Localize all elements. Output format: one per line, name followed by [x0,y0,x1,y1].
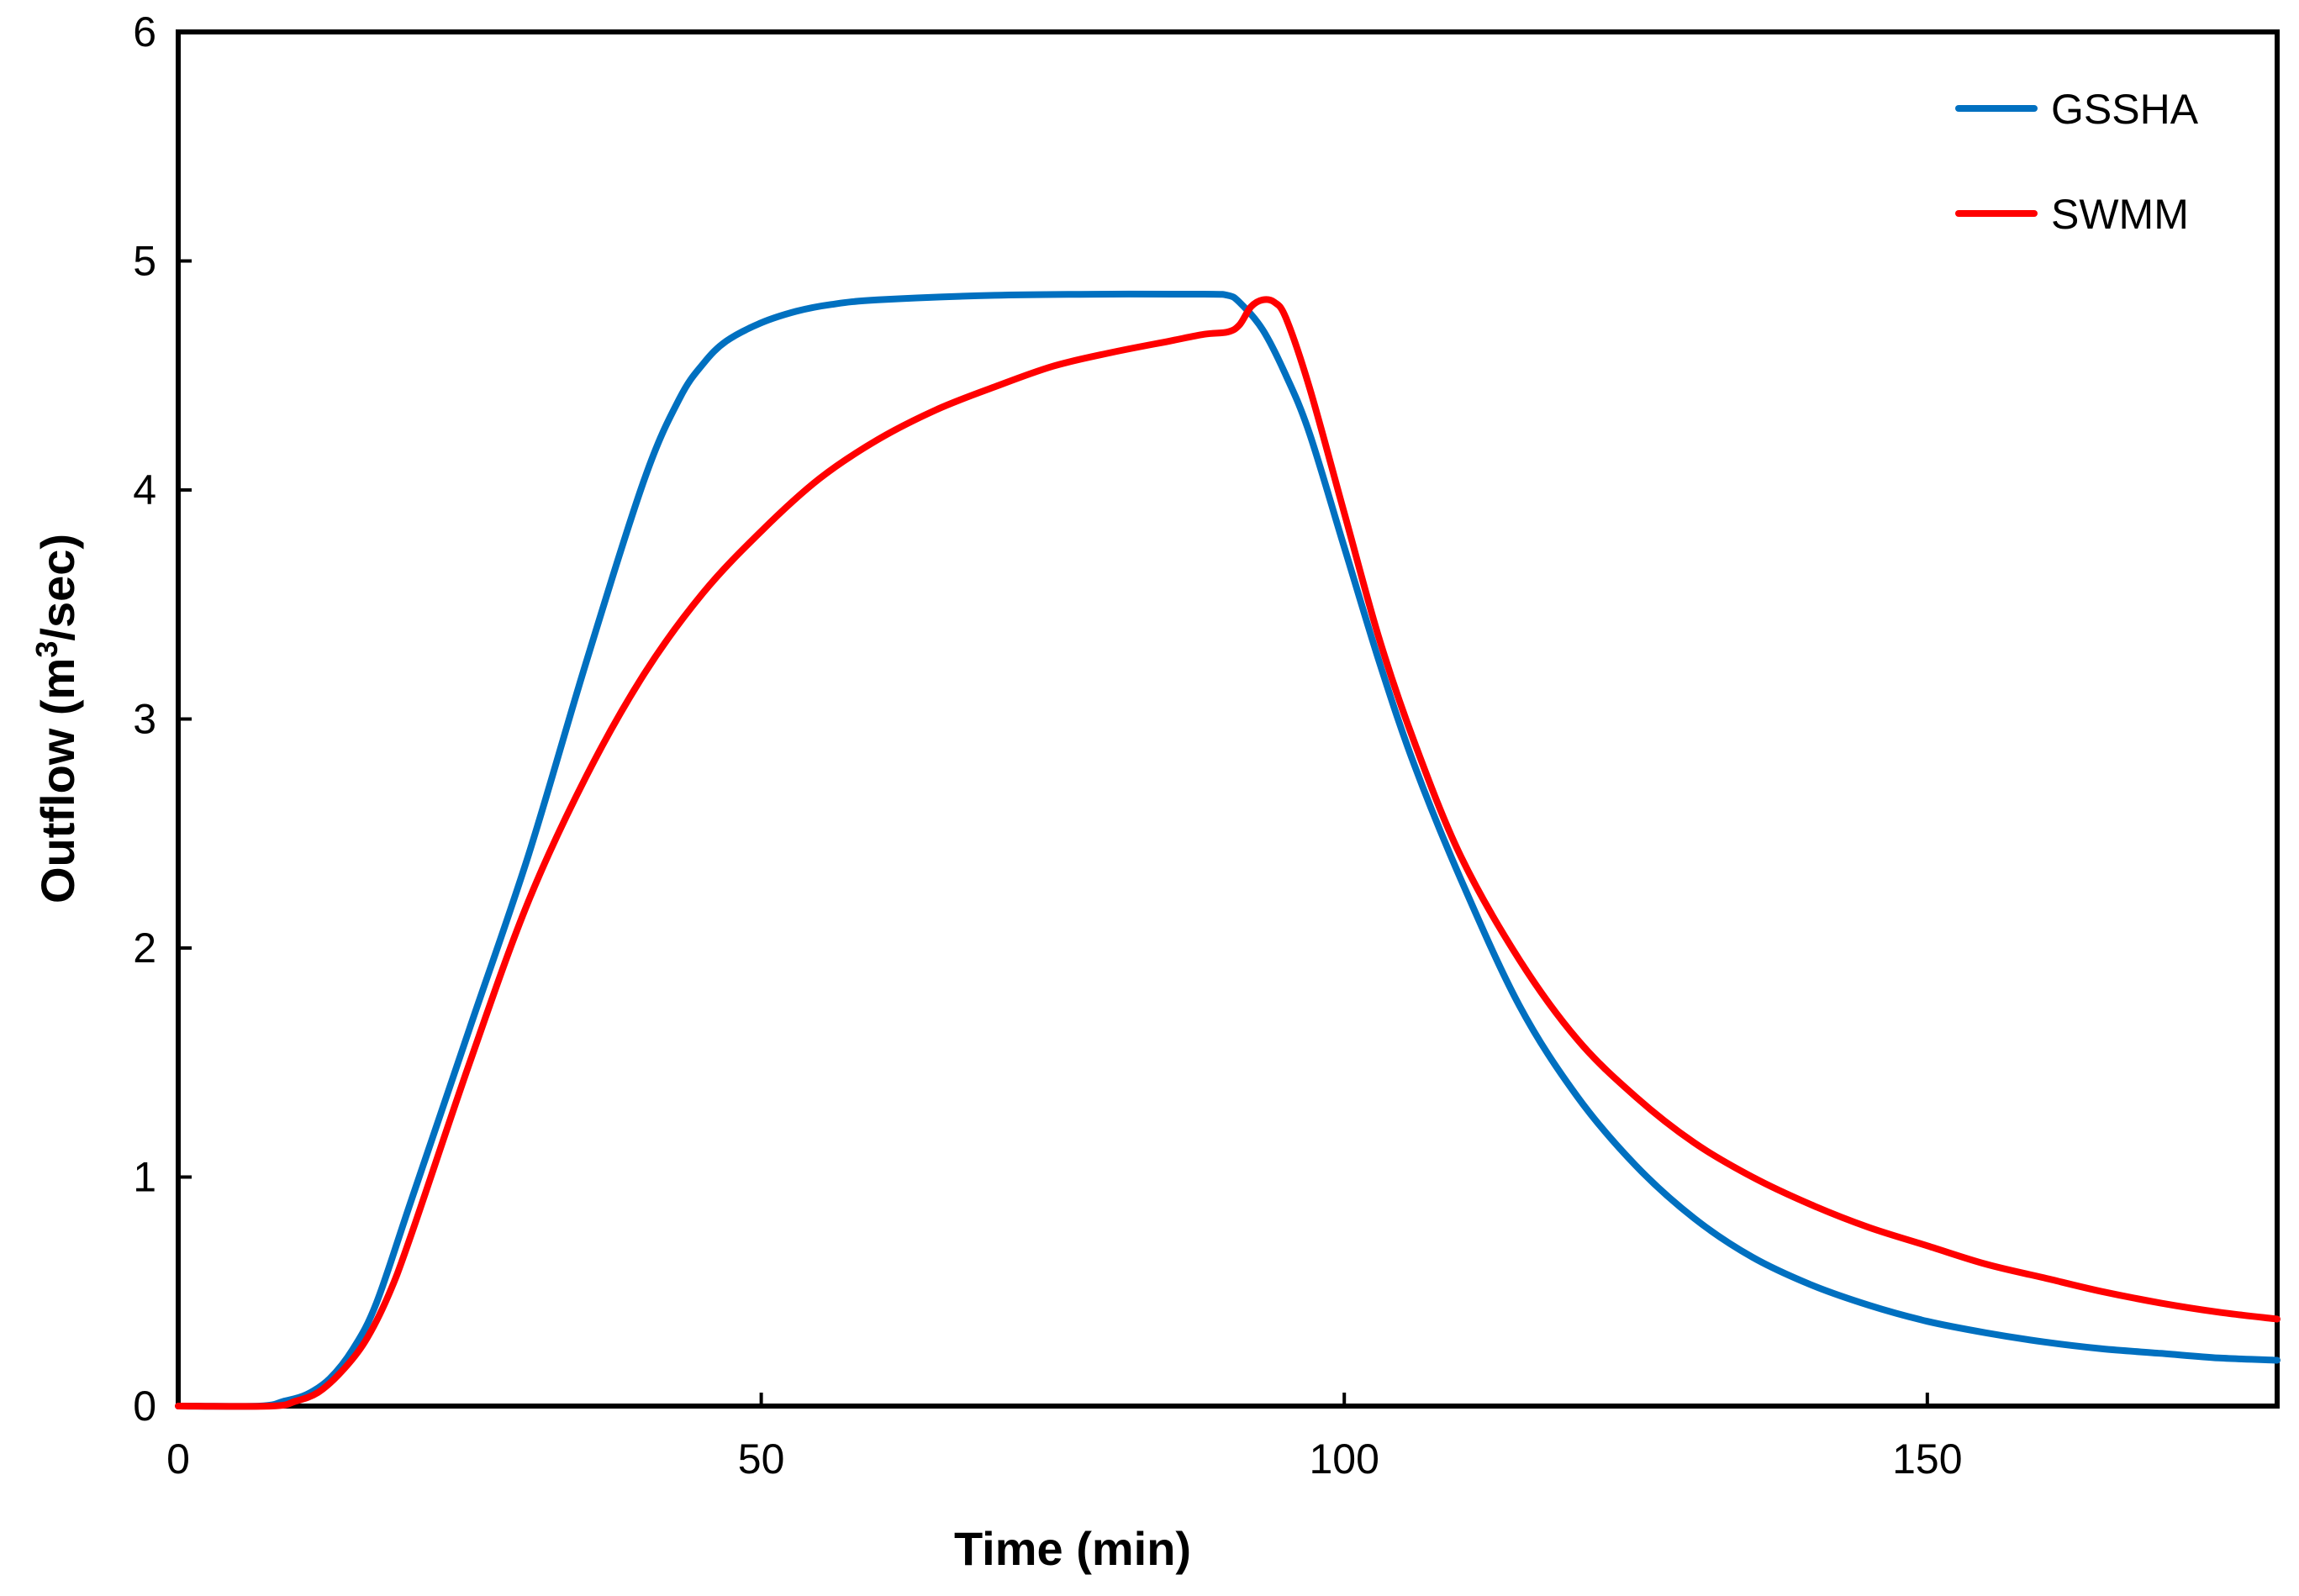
y-tick-label: 2 [133,924,156,972]
y-tick-label: 6 [133,8,156,55]
y-axis: 0 1 2 3 4 5 6 [133,8,192,1430]
y-axis-title-main: Outflow (m [31,658,84,903]
legend-label-swmm: SWMM [2051,191,2189,238]
y-tick-label: 4 [133,466,156,514]
series-layer [175,290,2281,1410]
y-tick-label: 1 [133,1154,156,1201]
legend-label-gssha: GSSHA [2051,86,2199,133]
x-axis: 0 50 100 150 [166,1393,1963,1483]
x-axis-title: Time (min) [954,1522,1191,1575]
y-tick-label: 0 [133,1383,156,1430]
x-tick-label: 100 [1310,1435,1379,1483]
y-axis-title: Outflow (m3/sec) [29,534,85,903]
x-tick-label: 150 [1892,1435,1962,1483]
plot-area-frame [176,29,2280,1409]
legend: GSSHA SWMM [1955,86,2199,238]
y-axis-title-superscript: 3 [29,641,64,658]
y-tick-label: 5 [133,238,156,285]
y-axis-title-units: /sec) [31,534,84,641]
series-line-swmm [175,296,2281,1410]
y-tick-label: 3 [133,696,156,743]
x-tick-label: 0 [166,1435,190,1483]
x-tick-label: 50 [738,1435,785,1483]
series-line-gssha [175,290,2281,1410]
